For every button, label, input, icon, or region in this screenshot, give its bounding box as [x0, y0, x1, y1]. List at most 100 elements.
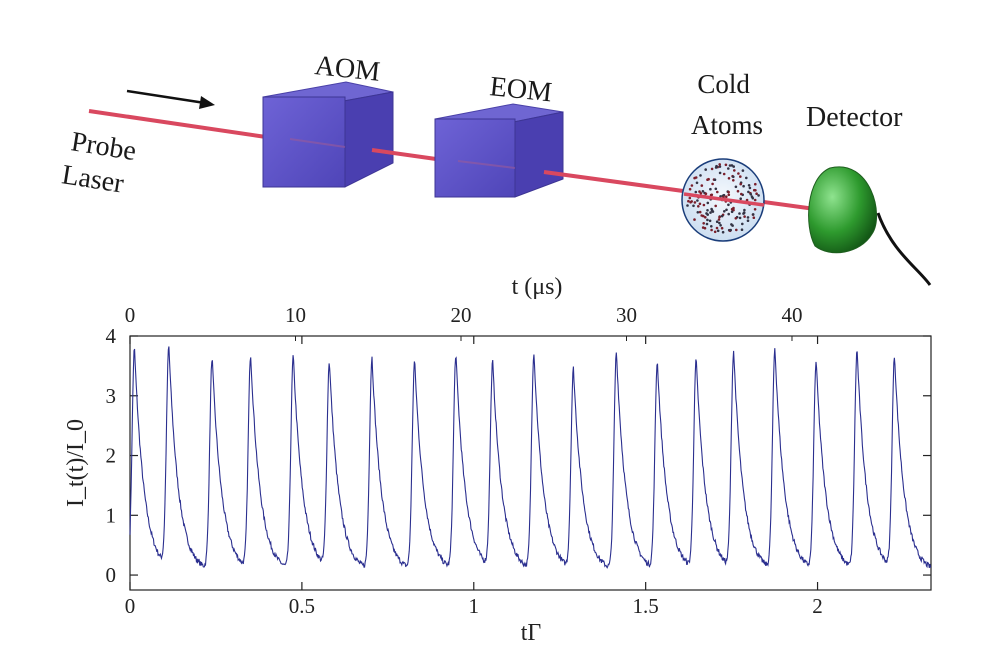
atom-dot [747, 184, 751, 187]
atom-dot [746, 219, 750, 222]
atom-dot [727, 212, 730, 216]
atom-dot [689, 201, 692, 204]
atom-dot [741, 222, 744, 226]
atom-dot [718, 215, 721, 219]
atom-dot [699, 192, 703, 195]
atom-dot [757, 194, 760, 197]
atom-dot [723, 210, 726, 213]
atom-dot [711, 182, 714, 186]
atom-dot [743, 215, 746, 218]
x-tick-label: 1.5 [633, 594, 659, 618]
atom-dot [738, 216, 742, 220]
atom-dot [753, 208, 757, 211]
atom-dot [730, 223, 733, 226]
atom-dot [706, 218, 709, 222]
atom-dot [710, 228, 713, 232]
atom-dot [714, 187, 718, 191]
atom-dot [716, 190, 719, 194]
atom-dot [728, 164, 732, 167]
atom-dot [739, 182, 742, 186]
atom-dot [727, 177, 731, 180]
atom-dot [718, 221, 721, 225]
atom-dot [706, 201, 710, 205]
atom-dot [754, 182, 757, 186]
atom-dot [713, 230, 717, 234]
atom-dot [688, 196, 692, 200]
atom-dot [714, 204, 717, 208]
eom-label: EOM [488, 71, 553, 108]
atom-dot [696, 199, 699, 202]
atom-dot [747, 190, 750, 194]
atom-dot [742, 211, 746, 215]
atom-dot [705, 212, 708, 215]
atom-dot [692, 204, 695, 208]
atom-dot [716, 229, 720, 233]
cold-atoms-label: Cold Atoms [691, 69, 763, 140]
atom-dot [700, 184, 704, 187]
atom-dot [710, 167, 714, 171]
atom-dot [700, 214, 703, 217]
x-tick-label: 0.5 [289, 594, 315, 618]
atom-dot [755, 192, 758, 195]
y-tick-label: 3 [106, 384, 117, 408]
x2-tick-label: 20 [450, 303, 471, 327]
atom-dot [721, 230, 725, 234]
atom-dot [720, 214, 724, 218]
atom-dot [693, 201, 697, 204]
atom-dot [708, 219, 712, 223]
atom-dot [745, 198, 749, 202]
atom-dot [719, 195, 722, 198]
atom-dot [740, 228, 744, 231]
atom-dot [718, 165, 722, 168]
laser-beam-segment [543, 170, 816, 211]
atom-dot [741, 169, 745, 172]
atom-dot [707, 177, 710, 181]
atom-dot [718, 163, 721, 166]
y-tick-label: 1 [106, 503, 117, 527]
atom-dot [738, 212, 741, 215]
atom-dot [709, 187, 712, 191]
atom-dot [715, 220, 719, 223]
atom-dot [711, 210, 715, 213]
atom-dot [705, 222, 709, 226]
x2-tick-label: 10 [285, 303, 306, 327]
atom-dot [704, 192, 708, 195]
eom-cube [434, 103, 564, 198]
setup-diagram: Probe Laser AOM EOM Cold Atoms Detector [60, 50, 932, 286]
x2-axis-title: t (μs) [512, 274, 563, 300]
atom-dot [720, 226, 724, 230]
atom-dot [710, 207, 713, 211]
y-tick-label: 0 [106, 563, 117, 587]
atom-dot [745, 176, 748, 180]
x-tick-label: 0 [125, 594, 136, 618]
atom-dot [719, 224, 722, 227]
atom-dot [694, 190, 698, 194]
atom-dot [702, 203, 706, 207]
atom-dot [734, 185, 738, 189]
atom-dot [739, 197, 742, 200]
atom-dot [714, 166, 718, 169]
laser-beam-segment [371, 148, 437, 161]
atom-dot [735, 228, 738, 232]
plot-frame [129, 335, 932, 591]
x2-tick-label: 40 [781, 303, 802, 327]
atom-dot [736, 189, 740, 193]
atom-dot [732, 179, 735, 182]
atom-dot [733, 169, 736, 172]
atom-dot [704, 216, 707, 219]
atom-dot [727, 203, 730, 207]
atom-dot [754, 189, 757, 192]
y-tick-label: 4 [106, 324, 117, 348]
atom-dot [724, 163, 728, 167]
atom-dot [750, 195, 754, 198]
atom-dot [730, 164, 734, 167]
atom-dot [699, 174, 702, 177]
atom-dot [687, 199, 690, 203]
atom-dot [697, 205, 700, 208]
atom-dot [727, 190, 730, 194]
x-axis-title: tΓ [521, 620, 542, 646]
detector-icon [808, 166, 932, 286]
aom-label: AOM [313, 50, 381, 88]
